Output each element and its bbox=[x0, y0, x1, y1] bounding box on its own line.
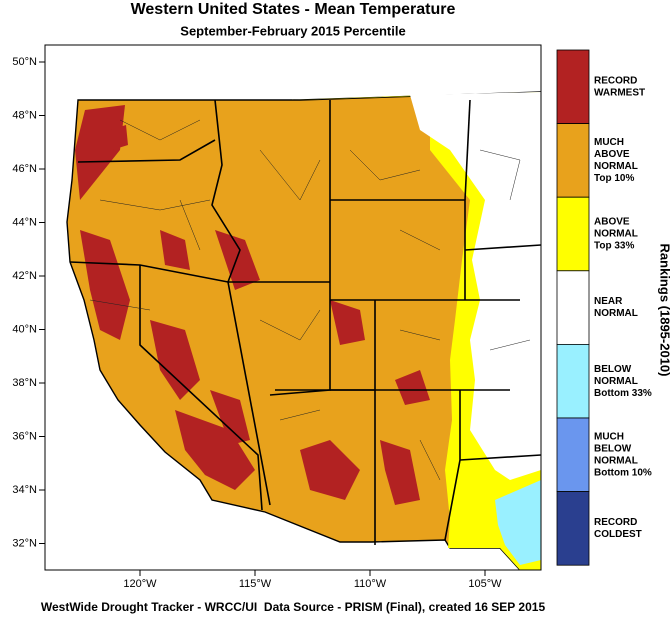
legend-label: RECORD bbox=[594, 517, 637, 528]
region-above-normal bbox=[290, 92, 541, 570]
subtitle: September-February 2015 Percentile bbox=[180, 23, 405, 38]
region-near-normal bbox=[410, 92, 541, 480]
lat-tick-label: 46°N bbox=[12, 163, 37, 175]
legend-label: RECORD bbox=[594, 75, 637, 86]
map bbox=[44, 44, 542, 571]
legend-label: Bottom 33% bbox=[594, 388, 652, 399]
legend-label: NORMAL bbox=[594, 229, 638, 240]
lat-tick-label: 50°N bbox=[12, 56, 37, 68]
lat-tick-label: 42°N bbox=[12, 270, 37, 282]
legend-label: BELOW bbox=[594, 364, 632, 375]
lat-tick-label: 48°N bbox=[12, 109, 37, 121]
legend-label: NORMAL bbox=[594, 455, 638, 466]
legend-label: COLDEST bbox=[594, 529, 642, 540]
legend-swatch bbox=[556, 49, 590, 124]
axis-ticks: 50°N 48°N 46°N 44°N 42°N 40°N 38°N 36°N 34°N 32°N… bbox=[12, 56, 502, 590]
legend-swatch bbox=[556, 270, 590, 345]
legend-label: NEAR bbox=[594, 296, 623, 307]
legend-label: ABOVE bbox=[594, 149, 630, 160]
state-borders bbox=[69, 99, 541, 545]
record-warmest-patches bbox=[75, 105, 430, 505]
map-frame bbox=[44, 44, 542, 571]
legend-title: Rankings (1895-2010) bbox=[658, 244, 672, 377]
lon-tick-label: 120°W bbox=[123, 578, 157, 590]
lon-tick-label: 110°W bbox=[354, 578, 387, 590]
legend-label: Bottom 10% bbox=[594, 467, 652, 478]
legend-label: Top 33% bbox=[594, 241, 634, 252]
county-lines bbox=[89, 119, 531, 481]
lon-tick-label: 105°W bbox=[468, 578, 502, 590]
title: Western United States - Mean Temperature bbox=[131, 1, 456, 18]
lat-tick-label: 34°N bbox=[12, 484, 37, 496]
legend-swatch bbox=[556, 343, 590, 419]
lat-tick-label: 32°N bbox=[12, 537, 37, 549]
footer: WestWide Drought Tracker - WRCC/UI Data … bbox=[41, 600, 546, 614]
legend-label: WARMEST bbox=[594, 87, 645, 98]
lat-tick-label: 36°N bbox=[12, 430, 37, 442]
legend-swatch bbox=[556, 123, 590, 198]
legend-swatch bbox=[556, 491, 590, 566]
legend-label: MUCH bbox=[594, 137, 624, 148]
legend-label: NORMAL bbox=[594, 308, 638, 319]
legend-label: BELOW bbox=[594, 443, 632, 454]
legend-label: NORMAL bbox=[594, 376, 638, 387]
legend-label: ABOVE bbox=[594, 217, 630, 228]
lon-tick-label: 115°W bbox=[239, 578, 272, 590]
region-below-normal bbox=[495, 480, 541, 565]
lat-tick-label: 44°N bbox=[12, 216, 37, 228]
legend-label: NORMAL bbox=[594, 161, 638, 172]
legend-label: Top 10% bbox=[594, 173, 634, 184]
lat-tick-label: 40°N bbox=[12, 323, 37, 335]
legend-swatch bbox=[556, 196, 590, 272]
legend-swatch bbox=[556, 417, 590, 492]
legend-label: MUCH bbox=[594, 431, 624, 442]
lat-tick-label: 38°N bbox=[12, 377, 37, 389]
